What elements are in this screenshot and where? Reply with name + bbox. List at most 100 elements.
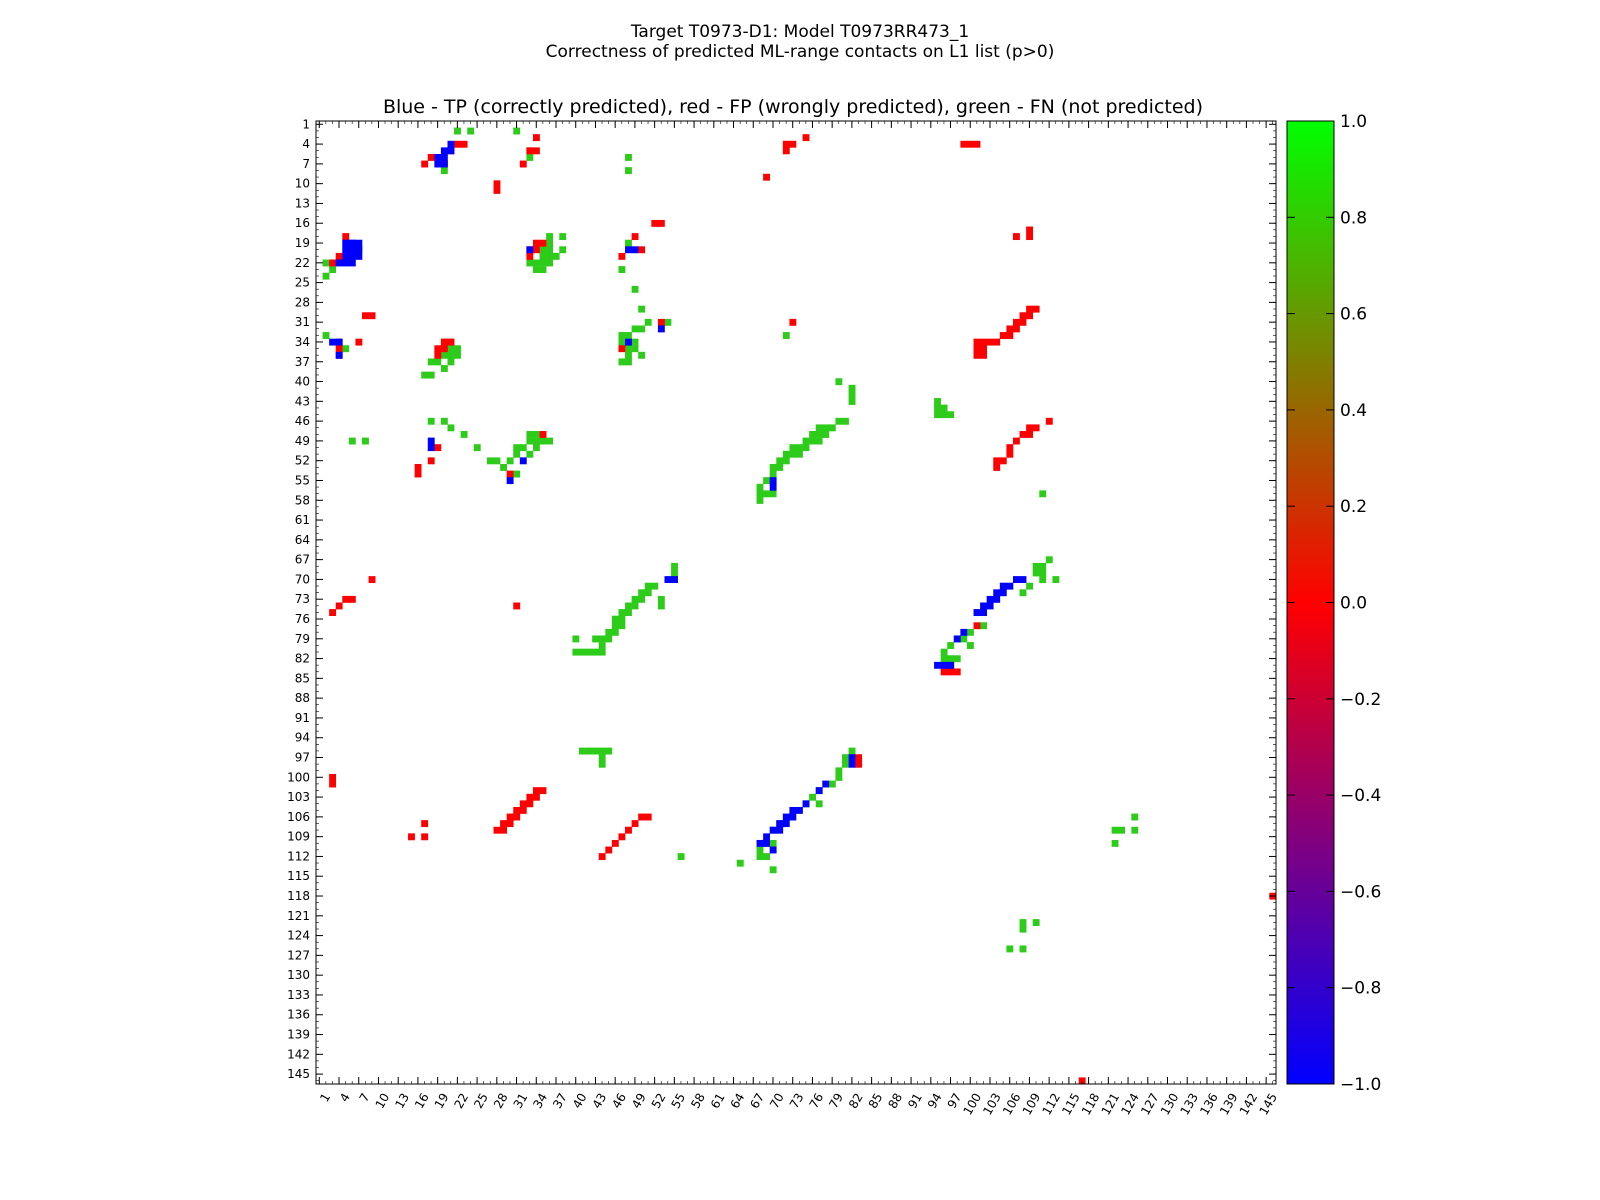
- x-tick-label: 61: [708, 1091, 728, 1111]
- contact-cell-fp: [329, 780, 337, 788]
- contact-cell-fp: [539, 787, 547, 795]
- contact-cell-fn: [447, 345, 455, 353]
- contact-cell-fn: [546, 233, 554, 241]
- colorbar-tick-label: −0.4: [1340, 786, 1381, 806]
- contact-cell-fp: [947, 668, 955, 676]
- contact-cell-fn: [579, 648, 586, 656]
- contact-cell-fn: [572, 648, 580, 656]
- contact-cell-fp: [434, 351, 442, 359]
- contact-cell-tp: [335, 351, 343, 359]
- contact-cell-tp: [355, 239, 363, 247]
- contact-cell-fn: [546, 252, 554, 260]
- y-tick-label: 34: [295, 335, 310, 349]
- y-tick-label: 94: [295, 731, 310, 745]
- contact-cell-fn: [329, 266, 337, 274]
- y-tick-label: 121: [287, 909, 310, 923]
- contact-cell-fn: [539, 252, 547, 260]
- contact-cell-fn: [618, 338, 626, 346]
- contact-cell-fn: [440, 365, 448, 372]
- contact-cell-fn: [756, 483, 764, 491]
- contact-cell-tp: [440, 160, 448, 168]
- contact-cell-fp: [1012, 233, 1020, 241]
- x-tick-label: 19: [432, 1091, 452, 1111]
- contact-cell-fn: [769, 866, 777, 874]
- x-minor-ticks: [318, 121, 1274, 1084]
- contact-cell-fp: [657, 219, 665, 227]
- contact-cell-fn: [592, 747, 600, 755]
- contact-cell-tp: [999, 589, 1007, 597]
- contact-cell-fp: [1032, 305, 1040, 313]
- contact-cell-fn: [598, 642, 606, 649]
- contact-cell-tp: [986, 602, 994, 610]
- contact-cell-fn: [322, 332, 330, 339]
- contact-cell-fn: [822, 431, 830, 438]
- contact-cell-fn: [427, 371, 435, 379]
- contact-cell-fn: [625, 609, 632, 616]
- contact-cell-tp: [848, 760, 856, 768]
- contact-cell-fn: [585, 648, 593, 656]
- contact-cell-fp: [342, 595, 350, 603]
- contact-cell-fp: [638, 246, 646, 254]
- y-tick-label: 142: [287, 1047, 310, 1061]
- y-tick-label: 91: [295, 711, 310, 725]
- y-tick-label: 28: [295, 295, 310, 309]
- contact-cell-tp: [342, 246, 350, 254]
- contact-cell-fp: [855, 754, 863, 762]
- x-tick-label: 100: [961, 1091, 985, 1118]
- x-tick-label: 97: [945, 1091, 965, 1111]
- y-tick-label: 79: [295, 632, 310, 646]
- contact-cell-tp: [789, 806, 797, 814]
- contact-cell-fp: [1078, 1077, 1086, 1085]
- contact-cell-fp: [631, 820, 639, 828]
- contact-cell-fn: [526, 450, 534, 458]
- contact-cell-fp: [427, 153, 435, 161]
- contact-cell-tp: [1006, 582, 1014, 590]
- contact-cell-fn: [454, 345, 461, 353]
- y-tick-label: 64: [295, 533, 310, 547]
- contact-cell-fn: [559, 246, 567, 254]
- y-tick-label: 133: [287, 988, 310, 1002]
- figure-suptitle-line-1: Target T0973-D1: Model T0973RR473_1: [630, 22, 970, 42]
- contact-cell-fn: [782, 457, 790, 465]
- contact-cell-fp: [973, 622, 981, 630]
- contact-cell-fn: [447, 358, 455, 366]
- contact-cell-fn: [519, 444, 527, 452]
- contact-cell-fn: [460, 431, 468, 438]
- contact-cell-fn: [322, 259, 330, 267]
- contact-cell-fn: [625, 239, 632, 247]
- contact-cell-fp: [335, 345, 343, 353]
- contact-cell-fn: [1045, 556, 1053, 564]
- plot-area: [315, 120, 1277, 1085]
- contact-cell-fn: [447, 351, 455, 359]
- x-tick-label: 31: [511, 1091, 531, 1111]
- y-tick-label: 70: [295, 572, 310, 586]
- contact-cell-tp: [980, 609, 987, 616]
- y-tick-label: 31: [295, 315, 310, 329]
- contact-cell-fp: [532, 147, 540, 155]
- contact-cell-tp: [671, 576, 678, 584]
- y-tick-label: 145: [287, 1067, 310, 1081]
- y-tick-label: 43: [295, 394, 310, 408]
- contact-cell-fn: [809, 793, 817, 801]
- contact-cell-fn: [611, 615, 619, 623]
- contact-cell-tp: [973, 609, 981, 616]
- contact-cell-fp: [539, 431, 547, 438]
- contact-cell-fn: [513, 127, 521, 135]
- x-tick-label: 121: [1099, 1091, 1123, 1118]
- contact-cell-fn: [638, 595, 646, 603]
- contact-cell-tp: [993, 589, 1001, 597]
- plot-title: Blue - TP (correctly predicted), red - F…: [383, 96, 1203, 118]
- contact-cell-fn: [651, 582, 659, 590]
- contact-cell-tp: [769, 826, 777, 834]
- x-tick-label: 88: [885, 1091, 905, 1111]
- contact-cell-fn: [1039, 490, 1047, 498]
- contact-cell-fp: [1006, 444, 1014, 452]
- contact-cell-fn: [822, 424, 830, 432]
- contact-cell-fn: [513, 444, 521, 452]
- contact-cell-fp: [986, 338, 994, 346]
- contact-cell-tp: [447, 147, 455, 155]
- contact-cell-fp: [1006, 450, 1014, 458]
- contact-cell-fn: [539, 266, 547, 274]
- contact-cell-fp: [526, 800, 534, 808]
- contact-cell-fn: [473, 444, 481, 452]
